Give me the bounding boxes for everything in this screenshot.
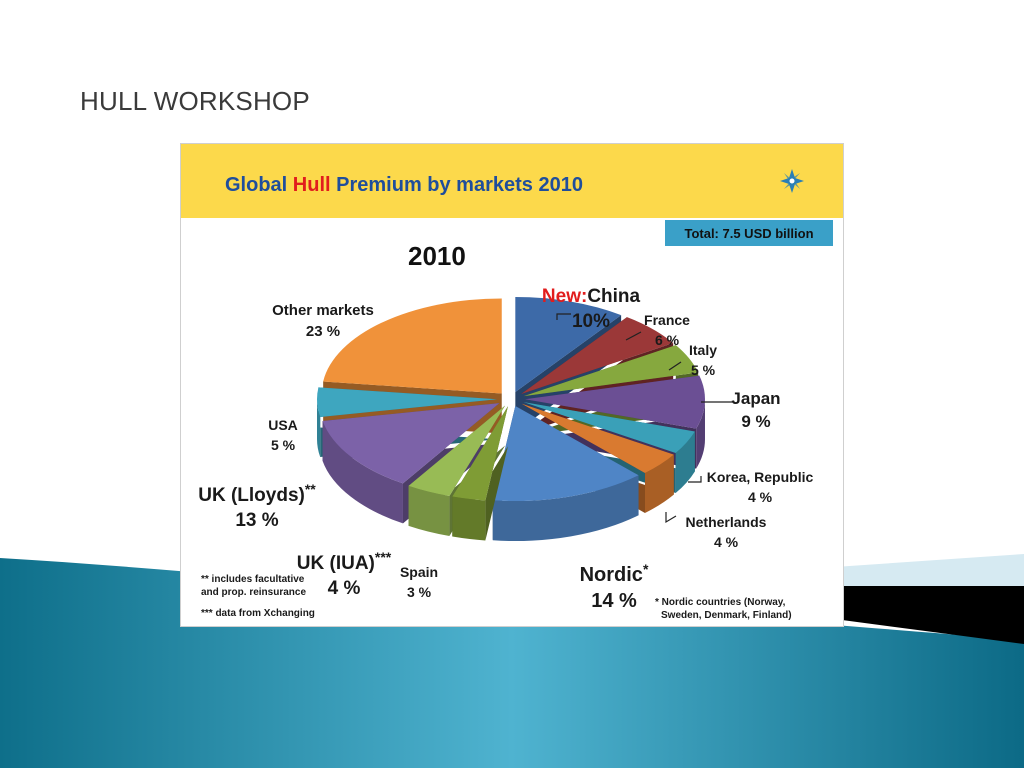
slice-netherlands-top <box>521 403 674 473</box>
pie-labels: New:China 10% France 6 % Italy 5 % Japan 9 % Kor… <box>198 286 813 612</box>
label-netherlands: Netherlands <box>686 514 767 530</box>
chart-title-part-3: Premium by markets 2010 <box>331 174 583 196</box>
leader-netherlands <box>665 512 677 524</box>
footnote-nordic-1: * Nordic countries (Norway, <box>655 597 786 608</box>
label-japan-name: Japan <box>731 389 780 408</box>
label-france: France <box>644 312 690 328</box>
leader-france <box>625 331 642 341</box>
slice-usa-top <box>317 387 498 418</box>
compass-logo-icon <box>780 169 804 193</box>
slice-korea-top <box>523 402 695 454</box>
slice-spain-wall <box>452 496 486 541</box>
year-label: 2010 <box>408 241 466 271</box>
leader-china <box>556 313 571 320</box>
label-nordic: Nordic* <box>580 561 649 586</box>
slice-netherlands-wall <box>645 454 674 513</box>
slice-spain <box>452 406 508 541</box>
label-uk_iua-name: UK (IUA) <box>297 553 375 574</box>
label-uk_lloyds-name: UK (Lloyds) <box>198 485 305 506</box>
slice-usa-wall <box>317 399 321 458</box>
value-spain: 3 % <box>407 584 432 600</box>
label-uk_lloyds: UK (Lloyds)** <box>198 481 316 506</box>
label-spain: Spain <box>400 564 438 580</box>
label-uk_lloyds-suffix: ** <box>305 481 316 497</box>
label-usa: USA <box>268 417 298 433</box>
slice-other-top <box>323 298 502 394</box>
label-nordic-suffix: * <box>643 561 649 577</box>
label-france-name: France <box>644 312 690 328</box>
chart-title-part-2: Hull <box>293 174 331 196</box>
slice-italy-top <box>523 345 699 397</box>
label-uk_iua: UK (IUA)*** <box>297 549 392 574</box>
label-china-prefix: New: <box>542 286 587 307</box>
value-nordic: 14 % <box>591 590 637 612</box>
label-italy-name: Italy <box>689 342 717 358</box>
chart-title-part-1: Global <box>225 174 293 196</box>
value-italy: 5 % <box>691 362 716 378</box>
slice-japan-top <box>524 375 705 429</box>
slice-nordic <box>492 406 639 542</box>
value-uk_lloyds: 13 % <box>235 510 278 531</box>
label-other-name: Other markets <box>272 302 374 319</box>
label-korea: Korea, Republic <box>707 469 814 485</box>
label-japan: Japan <box>731 389 780 408</box>
chart-header-band <box>181 144 843 218</box>
slice-uk_lloyds-wall <box>322 420 403 524</box>
footnote-nordic-2: Sweden, Denmark, Finland) <box>661 610 792 621</box>
label-china: New:China <box>542 286 641 307</box>
value-china: 10% <box>572 311 610 332</box>
slice-uk_iua-wall <box>408 485 450 537</box>
slice-spain-top <box>452 406 508 501</box>
slice-france-top <box>521 317 674 394</box>
slide-title: HULL WORKSHOP <box>80 86 310 116</box>
slice-uk_lloyds <box>322 403 500 524</box>
pie-chart: Global Hull Premium by markets 2010 Tota… <box>181 144 843 621</box>
label-other: Other markets <box>272 302 374 319</box>
label-korea-name: Korea, Republic <box>707 469 814 485</box>
leader-korea <box>688 476 702 483</box>
leader-italy <box>668 361 682 371</box>
label-uk_iua-suffix: *** <box>375 549 392 565</box>
slice-uk_lloyds-top <box>322 403 500 484</box>
value-france: 6 % <box>655 332 680 348</box>
label-usa-name: USA <box>268 417 298 433</box>
total-badge <box>665 220 833 246</box>
slice-china-top <box>515 296 622 392</box>
slice-uk_iua-top <box>408 405 506 497</box>
value-netherlands: 4 % <box>714 534 739 550</box>
value-korea: 4 % <box>748 489 773 505</box>
total-label: Total: 7.5 USD billion <box>684 226 813 241</box>
value-other: 23 % <box>306 323 340 340</box>
value-japan: 9 % <box>741 412 770 431</box>
value-usa: 5 % <box>271 437 296 453</box>
slice-japan-wall <box>696 399 705 469</box>
pie-slices <box>317 296 705 542</box>
label-italy: Italy <box>689 342 717 358</box>
label-nordic-name: Nordic <box>580 564 643 586</box>
slice-nordic-wall <box>492 475 639 542</box>
slice-korea-wall <box>675 431 695 494</box>
label-spain-name: Spain <box>400 564 438 580</box>
footnote-facultative-1: ** includes facultative <box>201 574 305 585</box>
label-netherlands-name: Netherlands <box>686 514 767 530</box>
label-china-name: China <box>587 286 640 307</box>
footnote-facultative-2: and prop. reinsurance <box>201 587 306 598</box>
chart-frame: Global Hull Premium by markets 2010 Tota… <box>180 143 844 627</box>
footnote-xchanging: *** data from Xchanging <box>201 608 315 619</box>
slice-uk_iua <box>408 405 506 537</box>
value-uk_iua: 4 % <box>328 578 361 599</box>
slice-nordic-top <box>492 406 639 502</box>
chart-title: Global Hull Premium by markets 2010 <box>225 174 583 196</box>
